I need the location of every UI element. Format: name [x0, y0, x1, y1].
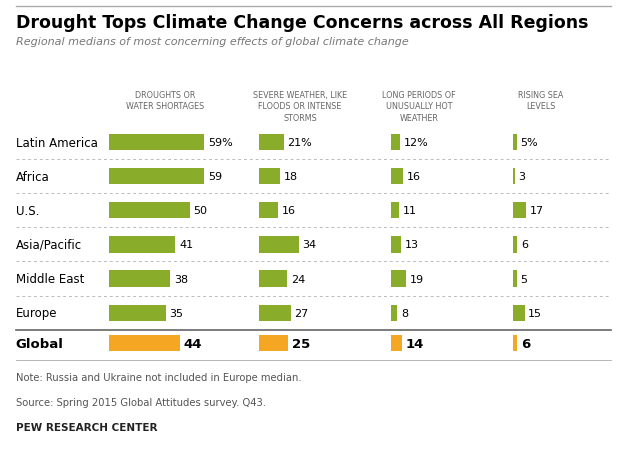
- Text: Latin America: Latin America: [16, 136, 98, 149]
- Text: 3: 3: [519, 172, 526, 182]
- Text: SEVERE WEATHER, LIKE
FLOODS OR INTENSE
STORMS: SEVERE WEATHER, LIKE FLOODS OR INTENSE S…: [253, 90, 347, 123]
- Text: DROUGHTS OR
WATER SHORTAGES: DROUGHTS OR WATER SHORTAGES: [126, 90, 205, 111]
- Text: LONG PERIODS OF
UNUSUALLY HOT
WEATHER: LONG PERIODS OF UNUSUALLY HOT WEATHER: [382, 90, 456, 123]
- Text: 17: 17: [530, 206, 544, 216]
- Text: 5: 5: [520, 274, 528, 284]
- Text: 44: 44: [184, 337, 203, 350]
- Text: Global: Global: [16, 337, 64, 350]
- Text: 8: 8: [401, 308, 408, 318]
- Text: 59: 59: [208, 172, 222, 182]
- Text: RISING SEA
LEVELS: RISING SEA LEVELS: [518, 90, 563, 111]
- Text: PEW RESEARCH CENTER: PEW RESEARCH CENTER: [16, 422, 157, 432]
- Text: 59%: 59%: [208, 138, 232, 148]
- Text: Source: Spring 2015 Global Attitudes survey. Q43.: Source: Spring 2015 Global Attitudes sur…: [16, 397, 266, 407]
- Text: 16: 16: [408, 172, 421, 182]
- Text: 11: 11: [403, 206, 418, 216]
- Text: 25: 25: [292, 337, 311, 350]
- Text: Africa: Africa: [16, 170, 49, 183]
- Text: Middle East: Middle East: [16, 272, 84, 286]
- Text: U.S.: U.S.: [16, 204, 39, 218]
- Text: 34: 34: [302, 240, 317, 250]
- Text: Drought Tops Climate Change Concerns across All Regions: Drought Tops Climate Change Concerns acr…: [16, 14, 588, 32]
- Text: 6: 6: [521, 240, 528, 250]
- Text: 19: 19: [409, 274, 424, 284]
- Text: 21%: 21%: [288, 138, 312, 148]
- Text: 13: 13: [405, 240, 419, 250]
- Text: Asia/Pacific: Asia/Pacific: [16, 238, 82, 251]
- Text: 12%: 12%: [404, 138, 429, 148]
- Text: 16: 16: [282, 206, 296, 216]
- Text: Note: Russia and Ukraine not included in Europe median.: Note: Russia and Ukraine not included in…: [16, 373, 301, 383]
- Text: 5%: 5%: [520, 138, 538, 148]
- Text: 38: 38: [174, 274, 188, 284]
- Text: 27: 27: [294, 308, 309, 318]
- Text: Europe: Europe: [16, 307, 57, 319]
- Text: Regional medians of most concerning effects of global climate change: Regional medians of most concerning effe…: [16, 37, 408, 47]
- Text: 35: 35: [169, 308, 183, 318]
- Text: 14: 14: [406, 337, 424, 350]
- Text: 15: 15: [528, 308, 542, 318]
- Text: 6: 6: [521, 337, 531, 350]
- Text: 50: 50: [194, 206, 208, 216]
- Text: 41: 41: [179, 240, 193, 250]
- Text: 24: 24: [291, 274, 305, 284]
- Text: 18: 18: [284, 172, 298, 182]
